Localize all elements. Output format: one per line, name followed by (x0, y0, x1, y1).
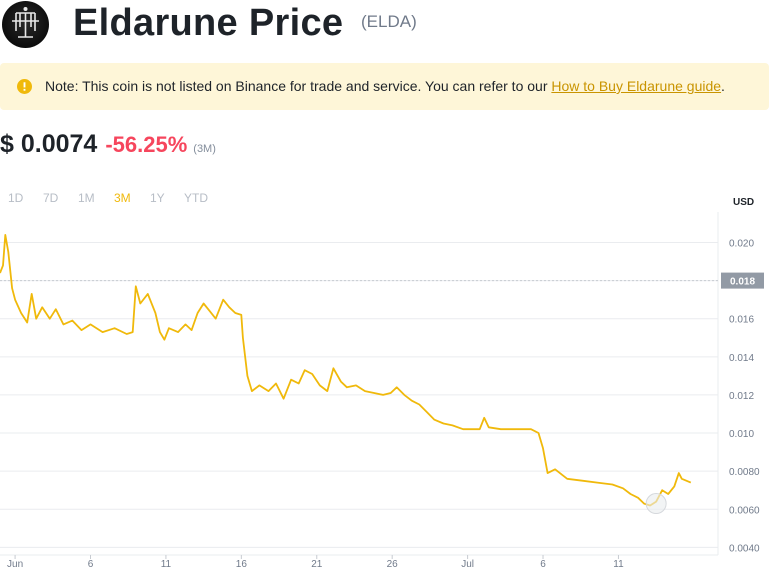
x-tick-label: 16 (236, 559, 248, 570)
price-line (0, 233, 692, 507)
y-tick-label: 0.012 (729, 391, 754, 402)
y-tick-label: 0.016 (729, 315, 754, 326)
coin-ticker: (ELDA) (361, 12, 417, 31)
y-tick-label: 0.0080 (729, 467, 760, 478)
y-tick-label: 0.0040 (729, 543, 760, 554)
current-price-label: 0.018 (730, 277, 755, 288)
y-tick-label: 0.014 (729, 353, 754, 364)
page-title: Eldarune Price (73, 2, 344, 44)
current-price-badge (721, 272, 764, 289)
warning-icon (17, 79, 32, 94)
x-tick-label: 11 (613, 559, 624, 570)
x-tick-label: Jun (7, 559, 23, 570)
hover-marker (645, 493, 667, 515)
x-tick-label: Jul (461, 559, 474, 570)
notice-suffix: . (721, 78, 725, 94)
x-tick-label: 6 (540, 559, 546, 570)
y-tick-label: 0.020 (729, 238, 754, 249)
range-tab-ytd[interactable]: YTD (184, 191, 208, 205)
range-tab-7d[interactable]: 7D (43, 191, 59, 205)
notice-message: Note: This coin is not listed on Binance… (45, 78, 552, 94)
price-chart[interactable]: 0.020 0.018 0.016 0.014 0.012 0.010 0.0080 0.00… (0, 210, 783, 575)
change-period: (3M) (193, 143, 216, 155)
price-change: -56.25% (105, 132, 188, 157)
chart-grid (0, 212, 719, 556)
range-tab-1m[interactable]: 1M (78, 191, 95, 205)
x-axis: Jun 6 11 16 21 26 Jul 6 11 (7, 555, 624, 570)
price-summary: $ 0.0074 -56.25% (3M) (0, 130, 216, 164)
range-tab-3m[interactable]: 3M (114, 191, 131, 205)
y-axis: 0.020 0.018 0.016 0.014 0.012 0.010 0.0080 0.00… (721, 238, 764, 554)
y-tick-label: 0.0060 (729, 505, 760, 516)
hover-marker-circle (645, 493, 667, 515)
notice-banner: Note: This coin is not listed on Binance… (0, 63, 769, 110)
coin-header: Eldarune Price (ELDA) (0, 0, 783, 52)
how-to-buy-link[interactable]: How to Buy Eldarune guide (551, 78, 722, 94)
currency-label: USD (733, 197, 755, 208)
y-tick-label: 0.010 (729, 429, 754, 440)
x-tick-label: 26 (387, 559, 399, 570)
notice-text: Note: This coin is not listed on Binance… (45, 78, 725, 94)
series-line (0, 233, 692, 507)
current-price: $ 0.0074 (0, 130, 98, 158)
x-tick-label: 21 (311, 559, 323, 570)
range-tab-1y[interactable]: 1Y (150, 191, 165, 205)
x-tick-label: 6 (88, 559, 94, 570)
x-tick-label: 11 (161, 559, 172, 570)
coin-logo (2, 1, 49, 48)
range-tab-1d[interactable]: 1D (8, 191, 24, 205)
